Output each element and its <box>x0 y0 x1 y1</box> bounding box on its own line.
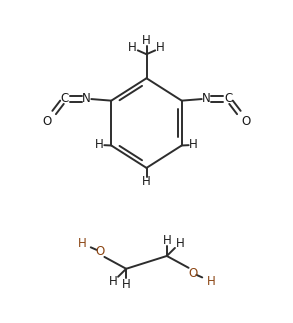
Text: H: H <box>189 138 198 151</box>
Text: H: H <box>109 275 117 288</box>
Text: H: H <box>142 34 151 47</box>
Text: H: H <box>156 41 165 54</box>
Text: H: H <box>78 237 86 250</box>
Text: O: O <box>241 115 250 128</box>
Text: H: H <box>128 41 137 54</box>
Text: H: H <box>207 275 215 288</box>
Text: H: H <box>162 234 171 247</box>
Text: N: N <box>202 92 211 105</box>
Text: O: O <box>188 267 197 280</box>
Text: H: H <box>95 138 104 151</box>
Text: H: H <box>176 237 184 250</box>
Text: O: O <box>43 115 52 128</box>
Text: C: C <box>61 92 69 105</box>
Text: C: C <box>224 92 232 105</box>
Text: H: H <box>122 278 131 291</box>
Text: N: N <box>82 92 91 105</box>
Text: H: H <box>142 175 151 188</box>
Text: O: O <box>96 245 105 258</box>
